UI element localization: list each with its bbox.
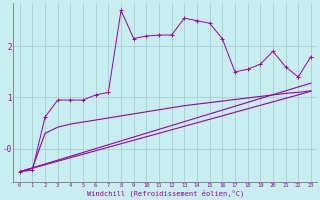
X-axis label: Windchill (Refroidissement éolien,°C): Windchill (Refroidissement éolien,°C) [87,190,244,197]
